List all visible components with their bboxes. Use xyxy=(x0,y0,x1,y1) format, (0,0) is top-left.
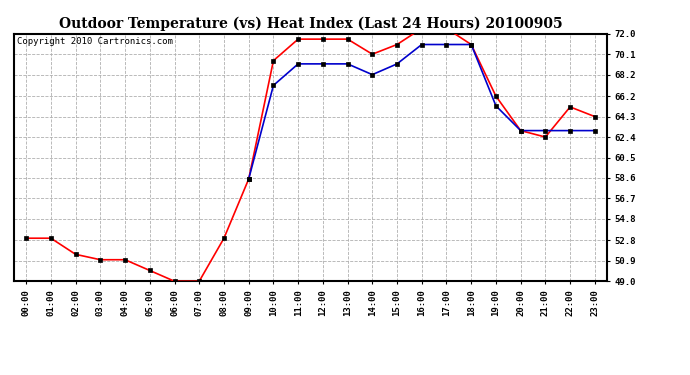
Title: Outdoor Temperature (vs) Heat Index (Last 24 Hours) 20100905: Outdoor Temperature (vs) Heat Index (Las… xyxy=(59,17,562,31)
Text: Copyright 2010 Cartronics.com: Copyright 2010 Cartronics.com xyxy=(17,38,172,46)
